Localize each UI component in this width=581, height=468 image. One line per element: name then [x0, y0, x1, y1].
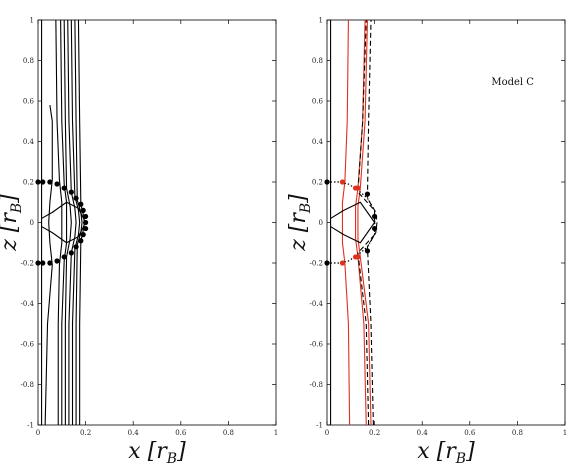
marker-point-4	[355, 185, 361, 191]
marker-point-1	[324, 179, 330, 185]
marker-point-6	[372, 213, 378, 220]
marker-point-17	[61, 254, 67, 260]
marker-point-13	[80, 232, 86, 238]
marker-point-15	[73, 244, 79, 250]
x-tick-label: 1	[274, 429, 278, 437]
marker-point-18	[54, 258, 60, 264]
y-tick-label: 0.2	[312, 179, 323, 187]
series-line-3	[55, 19, 63, 425]
marker-point-6	[68, 189, 74, 195]
marker-point-2	[339, 179, 346, 185]
marker-point-10	[83, 213, 89, 220]
model-label: Model C	[491, 77, 534, 88]
marker-point-3	[47, 179, 53, 185]
y-tick-label: 0.8	[312, 57, 323, 65]
series-line-6	[366, 19, 378, 426]
x-tick-label: 0.4	[128, 429, 140, 437]
marker-point-11	[339, 260, 346, 266]
x-tick-label: 0	[36, 429, 40, 437]
marker-point-10	[352, 254, 359, 260]
marker-point-8	[78, 201, 84, 207]
x-tick-label: 0.6	[175, 429, 187, 437]
y-tick-label: 0	[30, 219, 34, 227]
marker-point-1	[35, 179, 41, 185]
y-tick-label: -0.2	[21, 260, 35, 268]
y-axis-label: z [rB]	[0, 194, 25, 252]
series-line-7	[330, 201, 376, 244]
plot-frame	[37, 19, 277, 426]
y-tick-label: 1	[319, 17, 323, 25]
series-line-4	[357, 19, 372, 426]
y-tick-label: -1	[316, 422, 323, 430]
marker-point-5	[364, 191, 371, 197]
marker-point-11	[83, 219, 89, 226]
marker-point-2	[40, 179, 46, 185]
x-axis-label: x [rB]	[128, 439, 186, 467]
marker-point-8	[364, 248, 371, 254]
series-line-6	[67, 19, 77, 425]
marker-point-21	[35, 260, 41, 266]
series-line-3	[355, 19, 367, 426]
y-tick-label: 0	[319, 219, 323, 227]
y-tick-label: -0.6	[21, 341, 35, 349]
series-line-7	[70, 19, 81, 425]
marker-point-7	[73, 195, 79, 201]
x-tick-label: 0.6	[464, 429, 476, 437]
y-tick-label: -0.4	[21, 300, 35, 308]
y-tick-label: -0.8	[21, 381, 35, 389]
marker-point-20	[40, 260, 46, 266]
y-tick-label: 0.6	[23, 98, 35, 106]
y-tick-label: -1	[27, 422, 34, 430]
x-tick-label: 0.4	[417, 429, 429, 437]
marker-point-12	[324, 260, 330, 266]
marker-point-12	[83, 225, 89, 232]
series-line-8	[74, 19, 83, 425]
marker-point-14	[78, 238, 84, 244]
y-tick-label: 0.2	[23, 179, 34, 187]
y-tick-label: 0.4	[23, 138, 35, 146]
y-tick-label: -0.6	[310, 341, 324, 349]
x-tick-label: 0.2	[80, 429, 91, 437]
chart-panel-2: 0 0.2 0.4 0.6 0.8 1 -1 -0.8 -0.6 -0.4 -0.2 0 0.2 0.4 0…	[286, 17, 567, 468]
y-tick-label: 0.8	[23, 57, 34, 65]
series-line-2	[44, 104, 53, 426]
marker-point-9	[80, 207, 86, 213]
x-tick-label: 1	[563, 429, 567, 437]
marker-point-5	[61, 185, 67, 191]
marker-point-7	[372, 225, 378, 232]
series-line-4	[60, 19, 68, 425]
x-axis-label: x [rB]	[417, 439, 475, 467]
marker-point-4	[54, 181, 60, 187]
marker-point-19	[47, 260, 53, 266]
marker-point-16	[68, 250, 74, 256]
x-tick-label: 0.2	[369, 429, 380, 437]
y-tick-label: 0.6	[312, 98, 324, 106]
chart-panel-1: 0 0.2 0.4 0.6 0.8 1 -1 -0.8 -0.6 -0.4 -0.2 0 0.2 0.4 0…	[0, 17, 278, 468]
x-tick-label: 0.8	[223, 429, 234, 437]
y-axis-label: z [rB]	[286, 194, 314, 252]
y-tick-label: -0.2	[310, 260, 324, 268]
y-tick-label: -0.8	[310, 381, 324, 389]
series-line-2	[341, 19, 351, 426]
series-line-5	[63, 19, 72, 425]
y-tick-label: 1	[30, 17, 34, 25]
y-tick-label: 0.4	[312, 138, 324, 146]
x-tick-label: 0	[325, 429, 329, 437]
x-tick-label: 0.8	[512, 429, 523, 437]
y-tick-label: -0.4	[310, 300, 324, 308]
